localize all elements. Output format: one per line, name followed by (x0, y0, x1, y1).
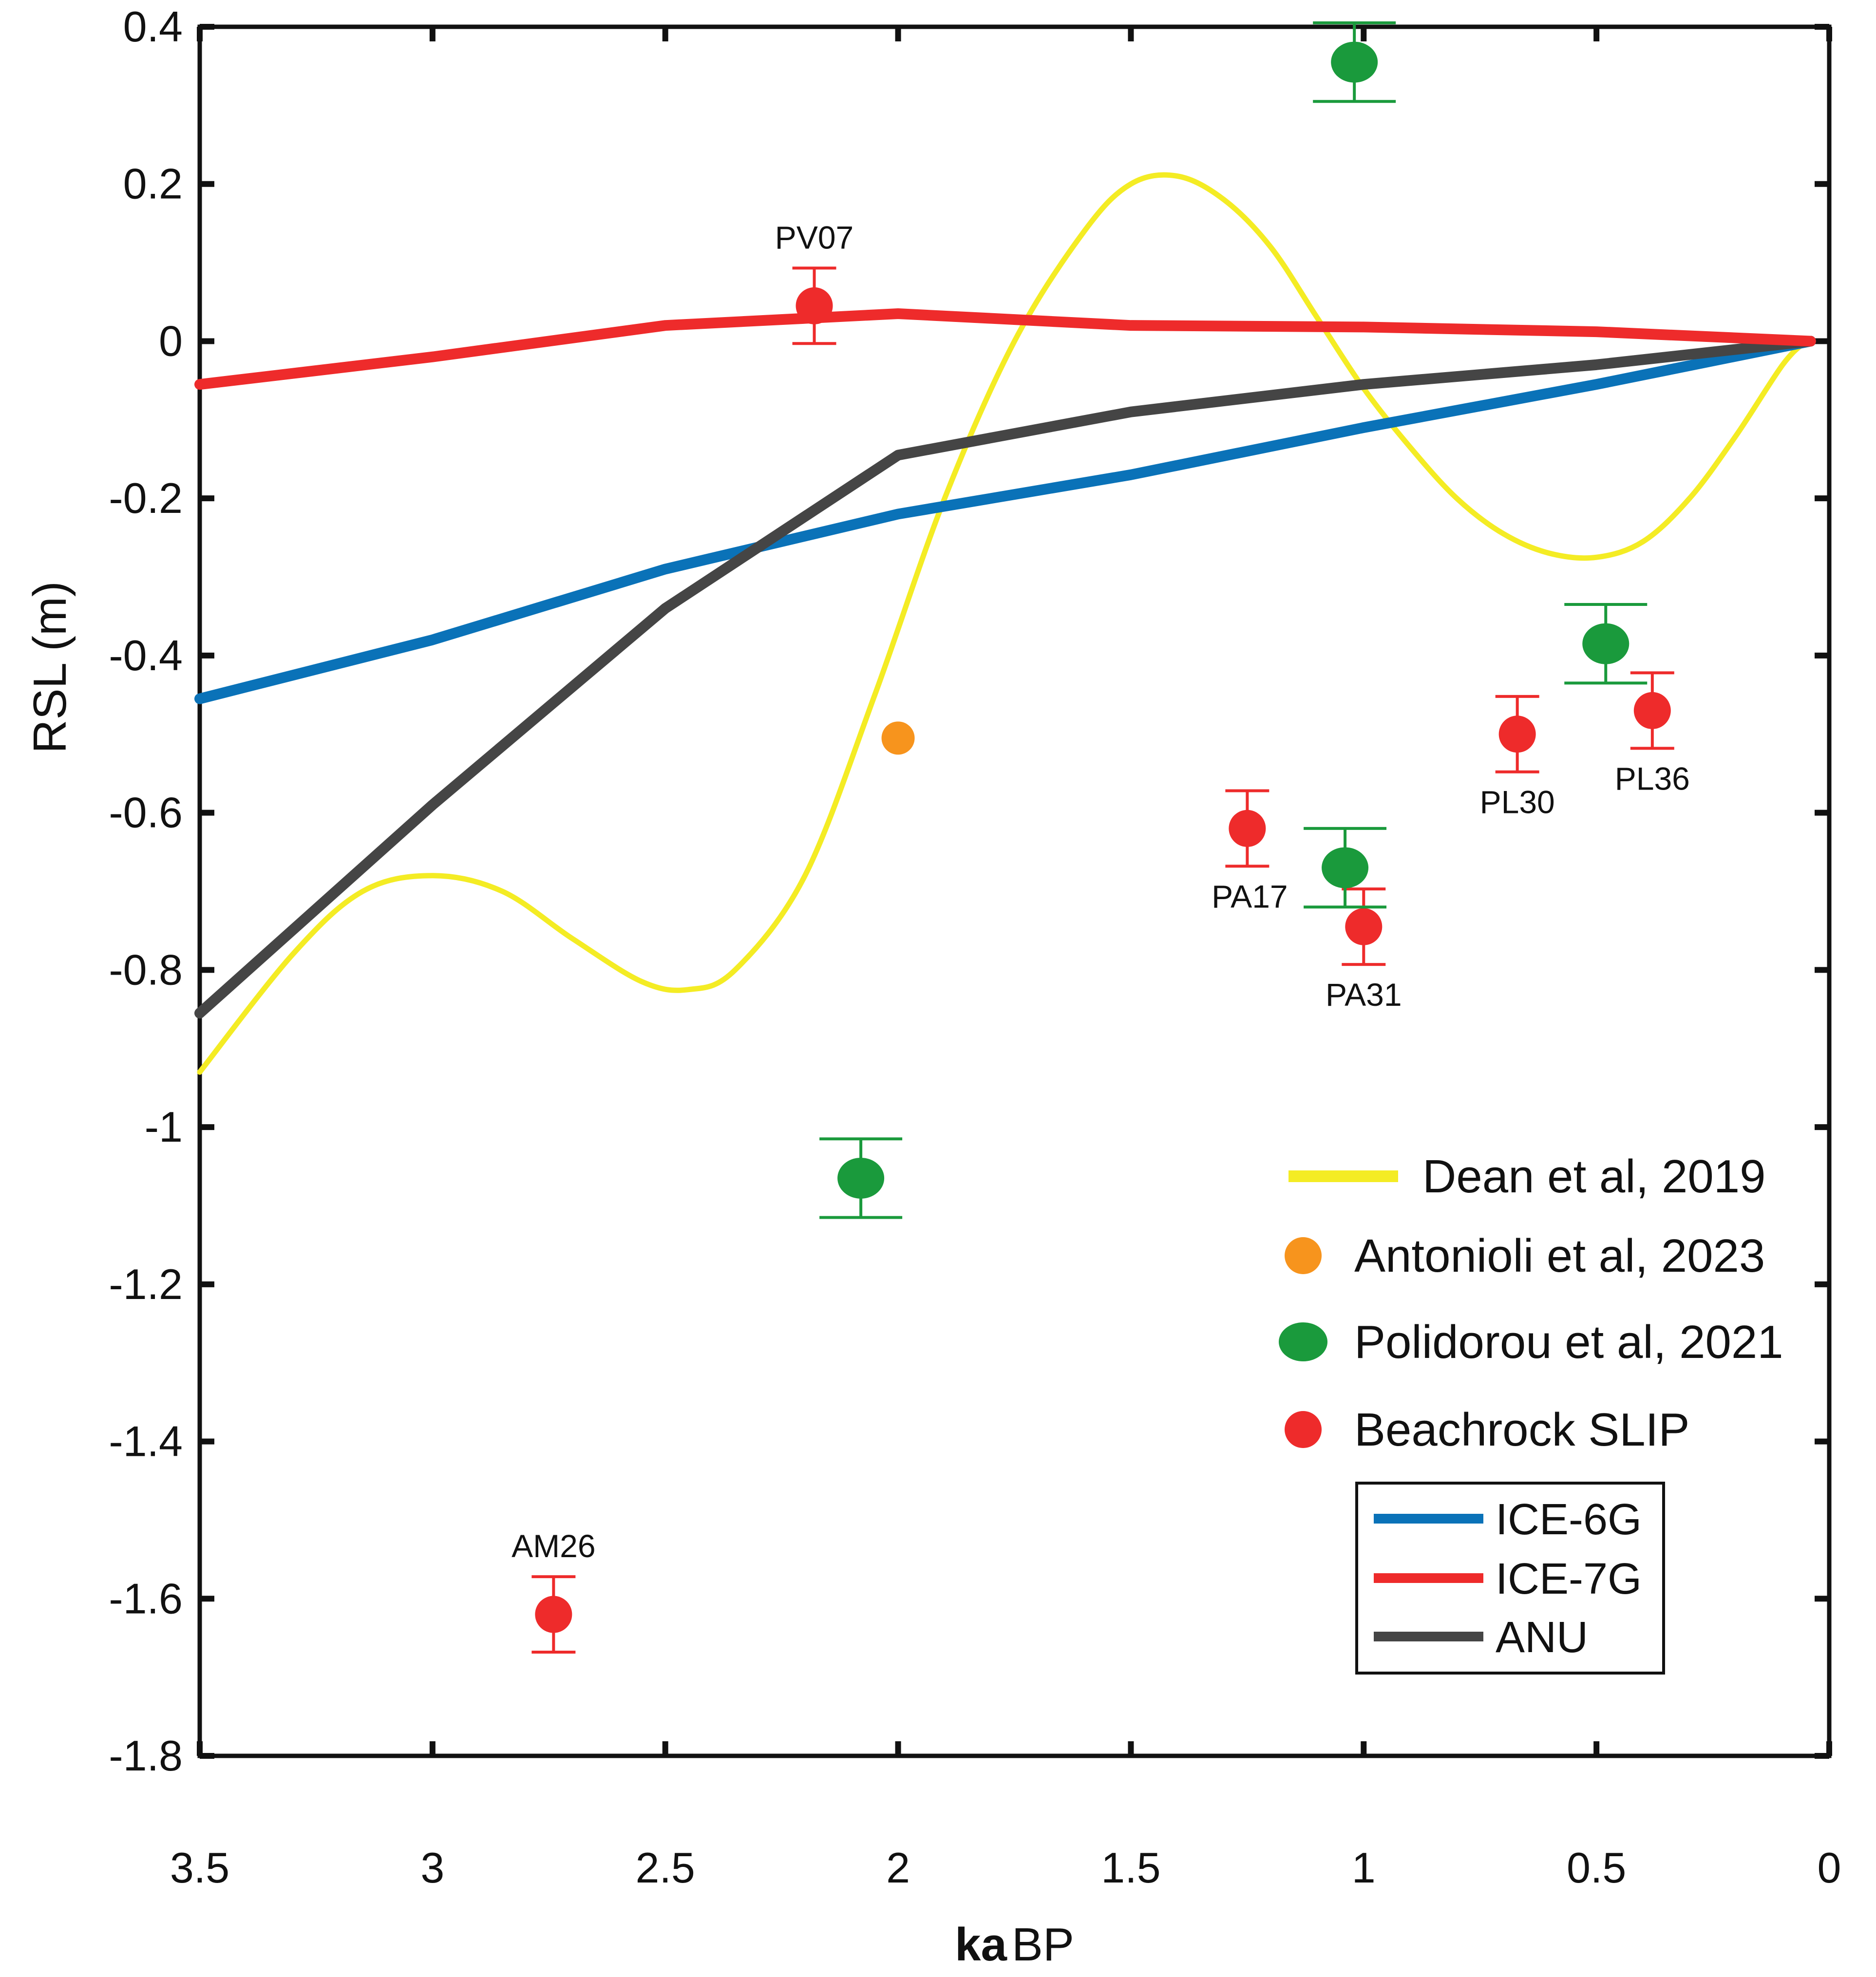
series-line-dean-et-al-2019 (197, 172, 1809, 1075)
x-tick-label: 1.5 (1101, 1844, 1160, 1892)
point-label-am26: AM26 (512, 1528, 595, 1564)
series-line-ice-7g (194, 308, 1816, 390)
legend-label: Dean et al, 2019 (1422, 1150, 1766, 1203)
beachrock-point (1345, 908, 1383, 945)
x-tick-label: 1 (1352, 1844, 1376, 1892)
beachrock-point (535, 1596, 572, 1633)
beachrock-point (1498, 715, 1536, 753)
legend-box-label: ICE-6G (1496, 1495, 1642, 1544)
legend-label: Antonioli et al, 2023 (1354, 1230, 1765, 1282)
y-tick-label: 0.2 (123, 160, 183, 208)
beachrock-point (796, 287, 833, 324)
y-tick-label: 0.4 (123, 2, 183, 51)
x-axis-title-bp: BP (1012, 1919, 1074, 1971)
polidorou-point (1582, 623, 1630, 664)
series-line-anu (194, 336, 1816, 1019)
data-points: PV07 AM26 PA17 PA31 PL30 PL36 (512, 21, 1690, 1654)
x-axis-title-ka: ka (955, 1919, 1007, 1971)
point-label-pa31: PA31 (1326, 977, 1402, 1013)
x-tick-label: 2.5 (636, 1844, 695, 1892)
legend-swatch-oval (1279, 1322, 1327, 1361)
y-tick-label: -1.4 (109, 1417, 183, 1466)
legend-label: Polidorou et al, 2021 (1354, 1316, 1783, 1368)
x-tick-label: 2 (886, 1844, 910, 1892)
beachrock-point (1229, 810, 1266, 847)
point-label-pl36: PL36 (1615, 760, 1690, 796)
polidorou-point (1331, 41, 1378, 83)
point-label-pa17: PA17 (1212, 878, 1288, 914)
model-lines (194, 172, 1816, 1075)
y-tick-label: -1 (145, 1103, 183, 1151)
y-axis-title: RSL (m) (24, 581, 76, 753)
y-tick-label: -0.4 (109, 631, 183, 679)
point-label-pv07: PV07 (775, 219, 853, 255)
x-tick-label: 3.5 (170, 1844, 229, 1892)
y-tick-label: -1.8 (109, 1732, 183, 1780)
series-line-ice-6g (194, 336, 1816, 704)
point-label-pl30: PL30 (1480, 784, 1555, 820)
x-tick-label: 3 (420, 1844, 444, 1892)
y-tick-label: -0.6 (109, 789, 183, 837)
x-tick-label: 0 (1818, 1844, 1841, 1892)
y-tick-label: 0 (159, 317, 183, 365)
y-tick-label: -1.2 (109, 1260, 183, 1308)
legend: Dean et al, 2019 Antonioli et al, 2023 Pol… (1279, 1150, 1783, 1675)
x-axis-title: ka BP (955, 1919, 1074, 1971)
legend-label: Beachrock SLIP (1354, 1404, 1689, 1456)
legend-swatch-dot (1285, 1237, 1322, 1274)
y-tick-label: -1.6 (109, 1574, 183, 1622)
beachrock-point (1633, 692, 1671, 729)
polidorou-point (1322, 847, 1369, 888)
polidorou-point (837, 1157, 885, 1199)
legend-swatch-dot (1285, 1411, 1322, 1448)
antonioli-point (881, 721, 915, 755)
plot-frame (197, 24, 1832, 1758)
x-tick-label: 0.5 (1567, 1844, 1626, 1892)
y-tick-label: -0.2 (109, 474, 183, 522)
axes: 0.4 0.2 0 -0.2 -0.4 -0.6 -0.8 -1 -1.2 -1.4 -1.6 -1.… (24, 2, 1841, 1971)
y-tick-label: -0.8 (109, 945, 183, 994)
legend-box-label: ANU (1496, 1613, 1588, 1662)
legend-box-label: ICE-7G (1496, 1555, 1642, 1603)
